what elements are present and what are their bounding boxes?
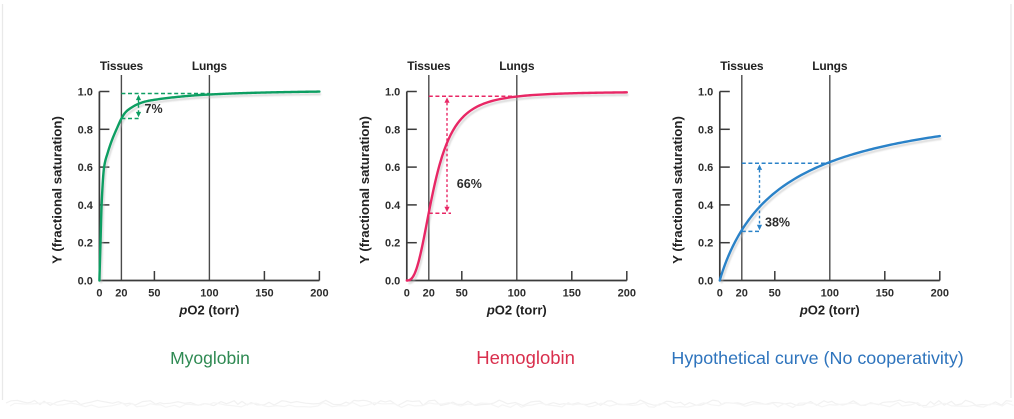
svg-text:Tissues: Tissues — [720, 59, 764, 73]
svg-text:150: 150 — [876, 288, 894, 300]
svg-text:0.8: 0.8 — [78, 124, 93, 136]
svg-text:50: 50 — [769, 288, 781, 300]
svg-text:66%: 66% — [457, 177, 482, 191]
svg-text:Lungs: Lungs — [499, 59, 535, 73]
svg-text:0.6: 0.6 — [385, 162, 400, 174]
svg-text:0.0: 0.0 — [385, 276, 400, 288]
svg-text:1.0: 1.0 — [385, 87, 400, 99]
svg-text:0.2: 0.2 — [698, 238, 713, 250]
svg-text:Tissues: Tissues — [100, 59, 144, 73]
svg-text:20: 20 — [115, 288, 127, 300]
svg-text:20: 20 — [423, 288, 435, 300]
svg-text:Lungs: Lungs — [192, 59, 228, 73]
svg-text:Hemoglobin: Hemoglobin — [476, 347, 575, 368]
svg-text:0.6: 0.6 — [78, 162, 93, 174]
svg-text:100: 100 — [821, 288, 839, 300]
svg-text:0.0: 0.0 — [698, 276, 713, 288]
svg-text:0.0: 0.0 — [78, 276, 93, 288]
svg-text:pO2 (torr): pO2 (torr) — [178, 303, 239, 318]
svg-text:0.6: 0.6 — [698, 162, 713, 174]
svg-text:Myoglobin: Myoglobin — [170, 348, 250, 368]
svg-text:100: 100 — [200, 288, 218, 300]
svg-text:Lungs: Lungs — [812, 59, 848, 73]
svg-text:200: 200 — [618, 288, 636, 300]
svg-text:Tissues: Tissues — [407, 59, 451, 73]
svg-text:0: 0 — [717, 288, 723, 300]
svg-text:Y (fractional saturation): Y (fractional saturation) — [357, 116, 372, 264]
svg-text:50: 50 — [456, 288, 468, 300]
svg-text:0.8: 0.8 — [385, 124, 400, 136]
svg-text:0.4: 0.4 — [698, 200, 714, 212]
svg-text:0.4: 0.4 — [78, 200, 94, 212]
svg-text:0.8: 0.8 — [698, 124, 713, 136]
svg-text:pO2 (torr): pO2 (torr) — [486, 303, 547, 318]
svg-text:20: 20 — [736, 288, 748, 300]
svg-text:7%: 7% — [145, 102, 163, 116]
svg-text:200: 200 — [931, 288, 949, 300]
svg-text:1.0: 1.0 — [698, 87, 713, 99]
svg-text:200: 200 — [310, 288, 328, 300]
svg-text:0.4: 0.4 — [385, 200, 401, 212]
svg-text:100: 100 — [508, 288, 526, 300]
svg-text:Y (fractional saturation): Y (fractional saturation) — [670, 116, 685, 264]
svg-text:Y (fractional saturation): Y (fractional saturation) — [49, 116, 64, 264]
svg-text:150: 150 — [255, 288, 273, 300]
svg-text:0: 0 — [404, 288, 410, 300]
svg-text:0: 0 — [96, 288, 102, 300]
svg-text:pO2 (torr): pO2 (torr) — [799, 303, 860, 318]
svg-text:0.2: 0.2 — [385, 238, 400, 250]
svg-text:50: 50 — [148, 288, 160, 300]
svg-text:0.2: 0.2 — [78, 238, 93, 250]
svg-text:1.0: 1.0 — [78, 87, 93, 99]
svg-text:38%: 38% — [765, 216, 790, 230]
svg-text:Hypothetical curve (No coopera: Hypothetical curve (No cooperativity) — [671, 348, 963, 368]
svg-text:150: 150 — [563, 288, 581, 300]
